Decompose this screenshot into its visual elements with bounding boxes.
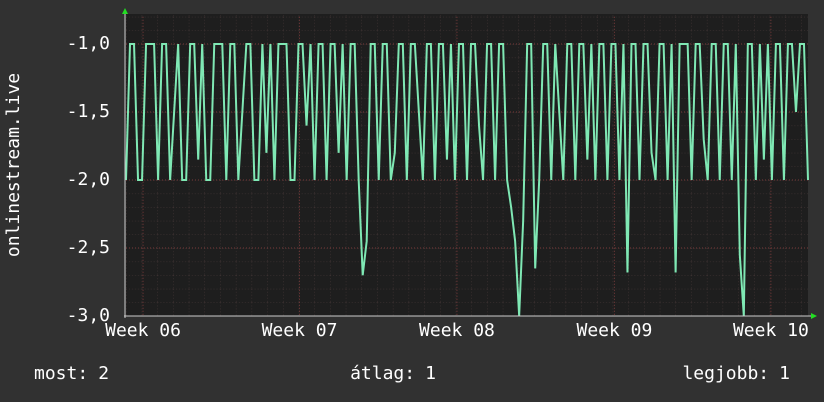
x-tick-label: Week 08 [419,320,495,341]
x-tick-label: Week 07 [262,320,338,341]
stat: legjobb: 1 [682,363,790,384]
stat-value: 1 [779,363,790,384]
y-arrow [122,8,128,14]
x-tick-label: Week 06 [105,320,181,341]
y-tick-label: -1,5 [67,101,110,122]
data-line [125,43,809,317]
y-axis-label: onlinestream.live [3,73,24,257]
stat: átlag: 1 [350,363,436,384]
x-tick-label: Week 09 [577,320,653,341]
stat-label: most: [34,363,88,384]
x-tick-label: Week 10 [733,320,809,341]
y-tick-label: -2,0 [67,169,110,190]
y-tick-label: -3,0 [67,305,110,326]
stat-value: 1 [425,363,436,384]
y-tick-label: -1,0 [67,33,110,54]
stat-value: 2 [98,363,109,384]
stat-label: legjobb: [682,363,769,384]
y-tick-label: -2,5 [67,237,110,258]
stat: most: 2 [34,363,109,384]
x-arrow [811,313,817,319]
plot-layer [125,16,809,317]
stat-label: átlag: [350,363,415,384]
